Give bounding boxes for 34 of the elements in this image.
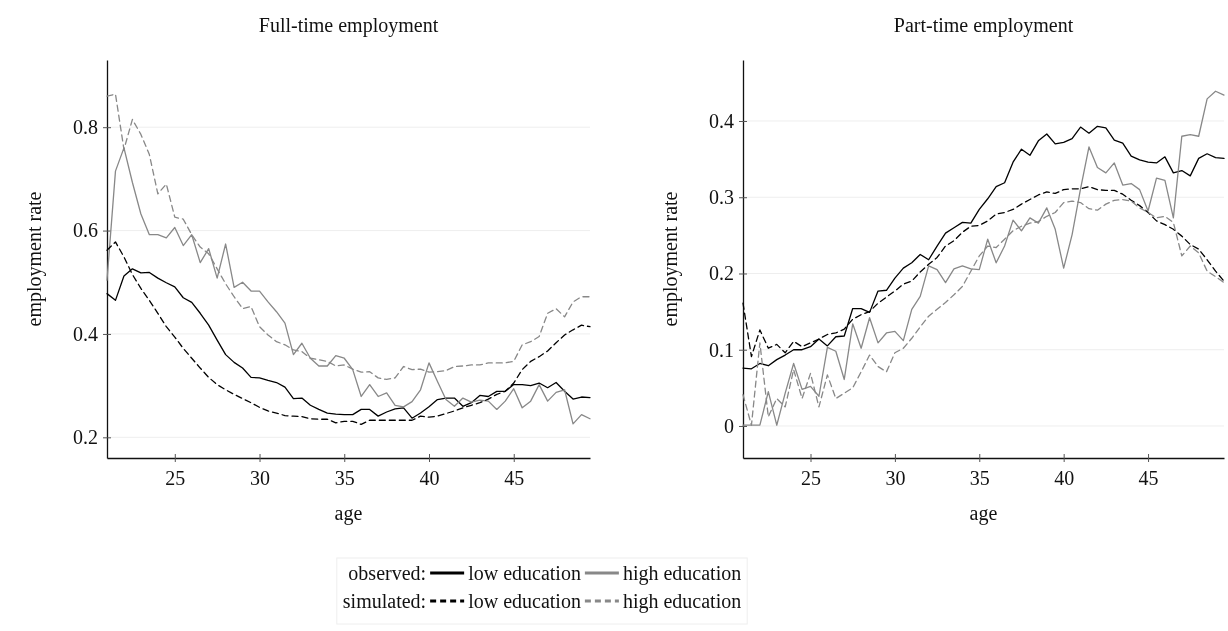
y-tick-label: 0.4 (73, 322, 98, 345)
x-tick-label: 30 (250, 467, 271, 489)
text: observed: (348, 562, 427, 584)
line-series (106, 241, 591, 426)
legend-label: low education (468, 590, 581, 612)
line-series (742, 90, 1225, 426)
chart-title: Part-time employment (893, 14, 1074, 37)
x-tick-label: 35 (969, 467, 990, 489)
x-tick-label: 45 (504, 467, 525, 489)
y-axis-title: employment rate (23, 191, 46, 327)
y-tick-label: 0 (724, 414, 734, 437)
chart-title: Full-time employment (258, 14, 439, 37)
legend-label: high education (622, 562, 742, 585)
x-tick-label: 25 (165, 467, 186, 489)
y-tick-label: 0.1 (709, 338, 734, 361)
legend-label: low education (468, 562, 581, 584)
x-axis-title: age (334, 502, 363, 525)
y-tick-label: 0.3 (709, 186, 734, 209)
text: simulated: (342, 590, 427, 612)
x-tick-label: 45 (1138, 467, 1159, 489)
legend-label: high education (622, 590, 742, 613)
x-tick-label: 40 (419, 467, 440, 489)
x-tick-label: 25 (801, 467, 822, 489)
y-tick-label: 0.8 (73, 116, 98, 139)
x-tick-label: 35 (334, 467, 355, 489)
y-tick-label: 0.4 (709, 109, 734, 132)
x-tick-label: 30 (885, 467, 906, 489)
y-axis-title: employment rate (659, 191, 682, 327)
x-tick-label: 40 (1054, 467, 1075, 489)
y-tick-label: 0.2 (73, 426, 98, 449)
y-tick-label: 0.6 (73, 219, 98, 242)
x-axis-title: age (969, 502, 998, 525)
y-tick-label: 0.2 (709, 262, 734, 285)
line-series (742, 125, 1225, 370)
